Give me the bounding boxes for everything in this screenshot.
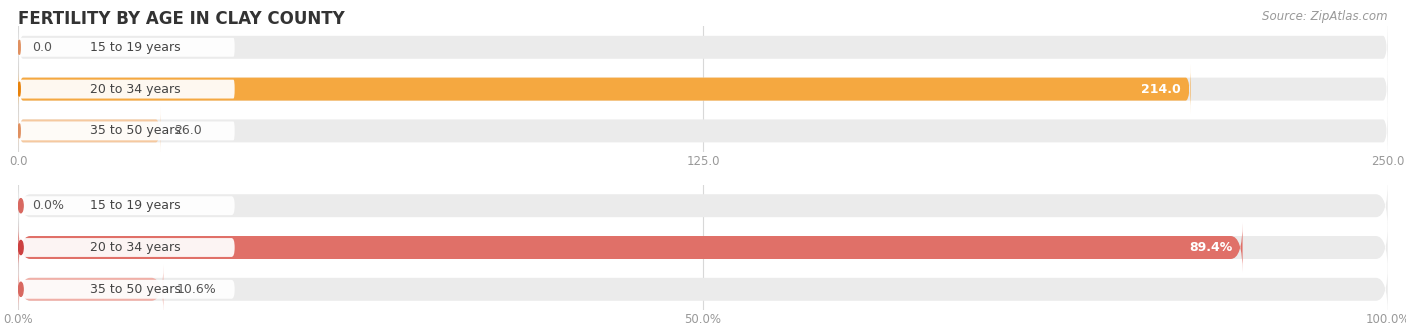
FancyBboxPatch shape	[18, 196, 235, 215]
Text: 35 to 50 years: 35 to 50 years	[90, 283, 180, 296]
Text: FERTILITY BY AGE IN CLAY COUNTY: FERTILITY BY AGE IN CLAY COUNTY	[18, 10, 344, 28]
FancyBboxPatch shape	[18, 22, 1388, 72]
FancyBboxPatch shape	[18, 106, 160, 156]
FancyBboxPatch shape	[18, 223, 1243, 272]
Circle shape	[18, 241, 22, 254]
FancyBboxPatch shape	[18, 64, 1388, 114]
Text: Source: ZipAtlas.com: Source: ZipAtlas.com	[1263, 10, 1388, 23]
FancyBboxPatch shape	[18, 280, 235, 299]
Text: 15 to 19 years: 15 to 19 years	[90, 199, 180, 212]
FancyBboxPatch shape	[18, 223, 1388, 272]
Text: 26.0: 26.0	[174, 124, 202, 137]
Text: 35 to 50 years: 35 to 50 years	[90, 124, 180, 137]
Circle shape	[18, 282, 22, 296]
FancyBboxPatch shape	[18, 238, 235, 257]
Text: 20 to 34 years: 20 to 34 years	[90, 241, 180, 254]
FancyBboxPatch shape	[18, 64, 1191, 114]
FancyBboxPatch shape	[18, 265, 1388, 314]
Text: 0.0%: 0.0%	[32, 199, 63, 212]
FancyBboxPatch shape	[18, 265, 163, 314]
FancyBboxPatch shape	[18, 121, 235, 140]
Text: 214.0: 214.0	[1142, 82, 1181, 96]
Text: 0.0: 0.0	[32, 41, 52, 54]
Circle shape	[18, 82, 20, 96]
FancyBboxPatch shape	[18, 80, 235, 99]
FancyBboxPatch shape	[18, 181, 1388, 230]
Text: 20 to 34 years: 20 to 34 years	[90, 82, 180, 96]
Circle shape	[18, 199, 22, 213]
FancyBboxPatch shape	[18, 106, 1388, 156]
Circle shape	[18, 40, 20, 54]
Text: 15 to 19 years: 15 to 19 years	[90, 41, 180, 54]
Text: 10.6%: 10.6%	[177, 283, 217, 296]
FancyBboxPatch shape	[18, 38, 235, 57]
Circle shape	[18, 124, 20, 138]
Text: 89.4%: 89.4%	[1189, 241, 1233, 254]
